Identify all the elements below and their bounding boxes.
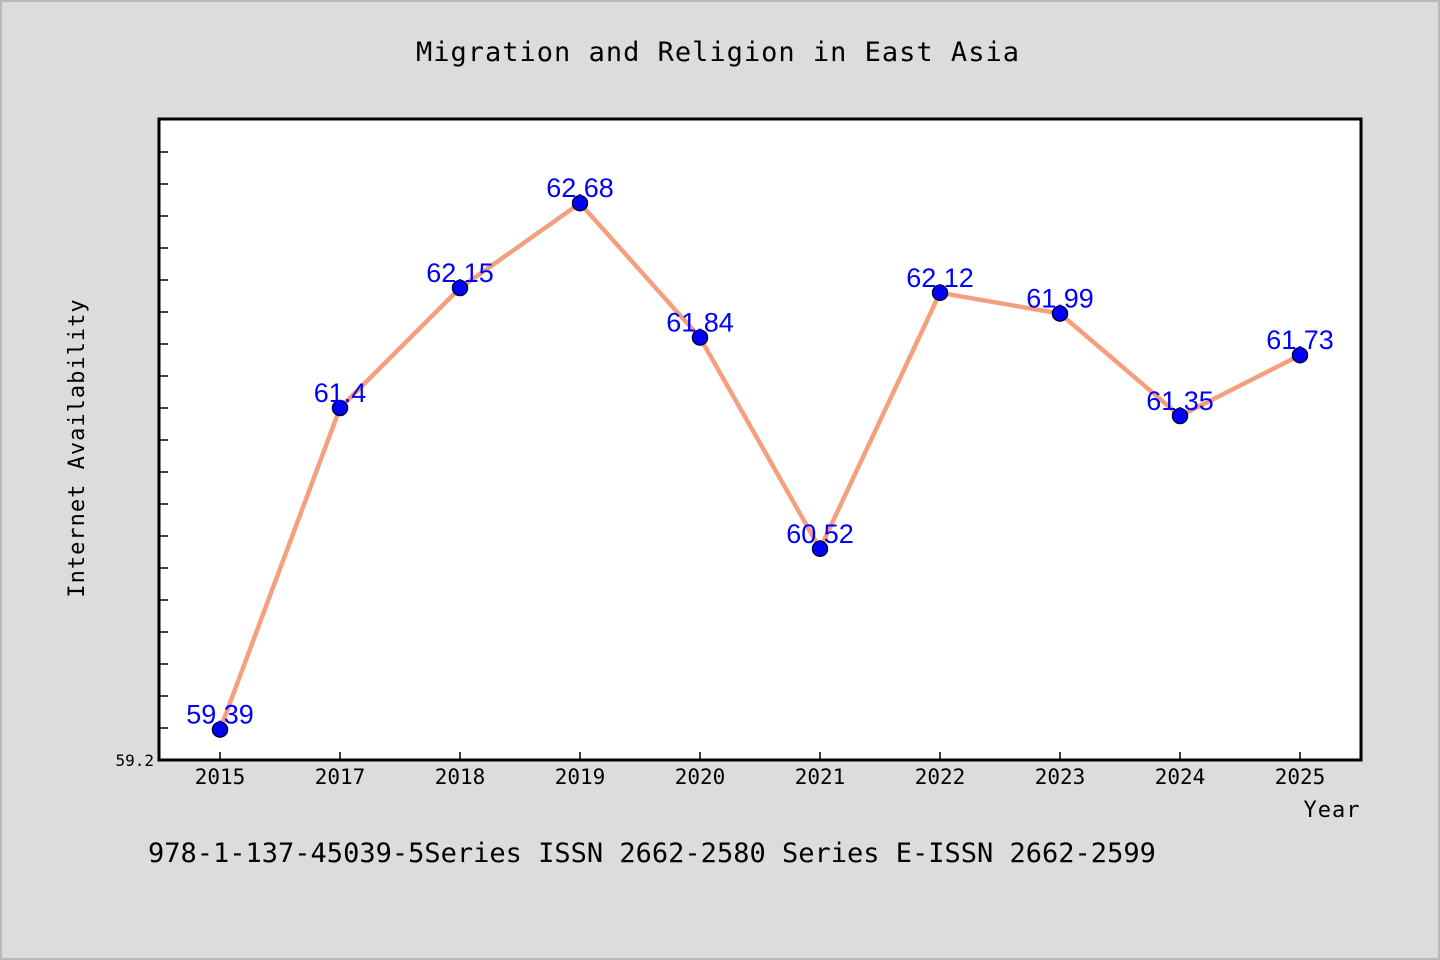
marker-group xyxy=(211,194,1309,738)
footer-isbn-text: 978-1-137-45039-5Series ISSN 2662-2580 S… xyxy=(148,838,1156,869)
x-axis-label: Year xyxy=(1304,798,1361,823)
data-point-marker xyxy=(331,399,349,417)
data-point-marker xyxy=(811,540,829,558)
y-tick-label: 59.2 xyxy=(115,751,154,770)
data-point-marker xyxy=(211,721,229,738)
x-tick-labels: 2015 2017 2018 2019 2020 2021 2022 2023 2024 2025 xyxy=(195,765,1326,789)
x-tick-label: 2017 xyxy=(315,765,366,789)
x-tick-label: 2020 xyxy=(675,765,726,789)
data-point-marker xyxy=(1171,407,1189,425)
series-line xyxy=(217,200,1303,732)
data-point-marker xyxy=(1291,346,1309,364)
data-label: 61.99 xyxy=(1026,284,1094,314)
data-label: 61.4 xyxy=(314,378,367,408)
data-label: 59.39 xyxy=(186,700,254,730)
y-minor-ticks xyxy=(160,151,168,729)
data-point-marker xyxy=(691,329,709,346)
data-label: 62.68 xyxy=(546,173,614,203)
data-label-group: 59.39 61.4 62.15 62.68 61.84 60.52 62.12 61.99 6… xyxy=(186,173,1334,729)
x-tick-label: 2021 xyxy=(795,765,846,789)
x-tick-label: 2022 xyxy=(915,765,966,789)
y-axis-label: Internet Availability xyxy=(65,298,90,597)
data-point-marker xyxy=(931,284,949,302)
x-tick-label: 2023 xyxy=(1035,765,1086,789)
series-group xyxy=(217,200,1303,732)
data-point-marker xyxy=(1051,305,1069,322)
y-tick-labels: 59.2 xyxy=(115,751,154,770)
data-label: 60.52 xyxy=(786,519,854,549)
plot-area xyxy=(157,117,1363,762)
data-label: 61.84 xyxy=(666,308,734,338)
x-tick-label: 2024 xyxy=(1155,765,1206,789)
x-tick-label: 2018 xyxy=(435,765,486,789)
x-tick-label: 2025 xyxy=(1275,765,1326,789)
x-tick-label: 2019 xyxy=(555,765,606,789)
chart-title: Migration and Religion in East Asia xyxy=(416,37,1020,68)
data-label: 61.35 xyxy=(1146,386,1214,416)
data-label: 61.73 xyxy=(1266,325,1334,355)
data-point-marker xyxy=(451,279,469,297)
x-tick-label: 2015 xyxy=(195,765,246,789)
data-point-marker xyxy=(571,194,589,212)
x-ticks xyxy=(219,752,1301,760)
data-label: 62.12 xyxy=(906,263,974,293)
data-label: 62.15 xyxy=(426,258,494,288)
